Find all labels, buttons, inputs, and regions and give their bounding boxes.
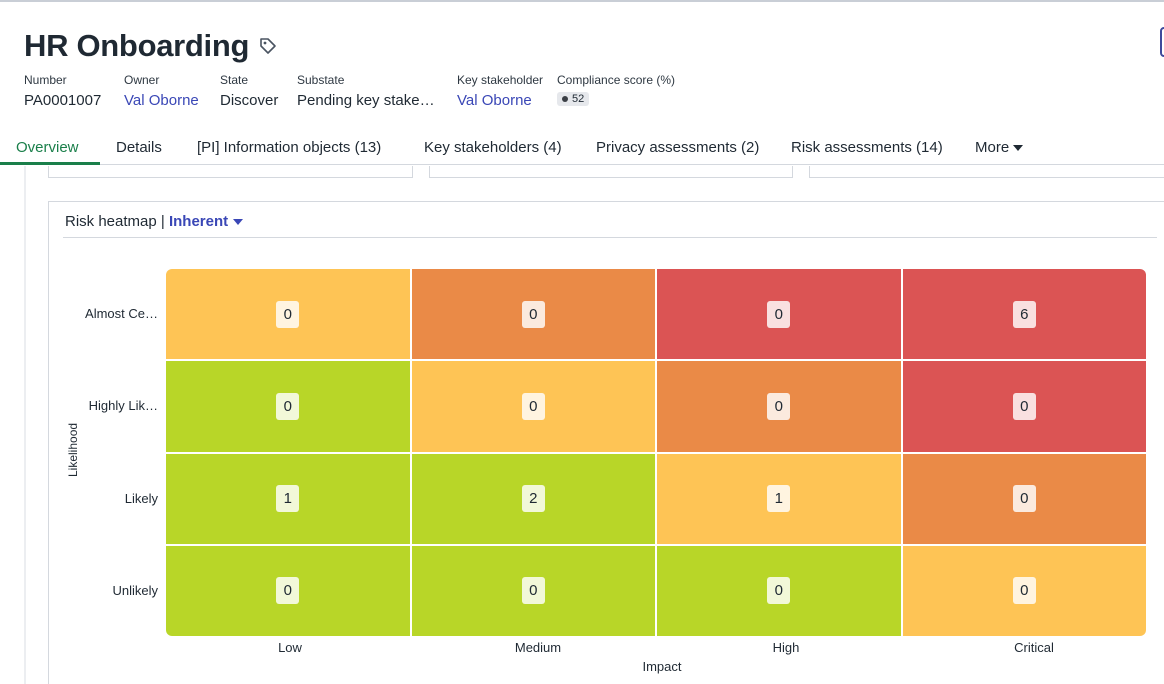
heatmap-cell[interactable]: 0 (657, 361, 901, 452)
field-label: Owner (124, 73, 160, 87)
field-label: Compliance score (%) (557, 73, 676, 87)
field-value: Discover (220, 92, 279, 109)
title-row: HR Onboarding (24, 28, 277, 64)
score-dot-icon (562, 96, 568, 102)
y-tick-label: Unlikely (112, 582, 158, 598)
tab-more[interactable]: More (975, 139, 1024, 156)
heatmap-cell[interactable]: 0 (902, 545, 1146, 636)
tab-overview[interactable]: Overview (16, 139, 79, 156)
header-action-button[interactable] (1160, 27, 1164, 57)
summary-card-stub (809, 166, 1164, 178)
cell-count-label: 0 (276, 392, 300, 420)
cell-count-label: 0 (767, 300, 791, 328)
heatmap-cell[interactable]: 1 (657, 453, 901, 544)
heatmap-cell[interactable]: 0 (166, 269, 410, 360)
field-compliance-score: Compliance score (%) 52 (557, 73, 675, 107)
field-label: Substate (297, 73, 345, 87)
field-value: PA0001007 (24, 92, 102, 109)
card-divider (63, 237, 1157, 238)
page-title: HR Onboarding (24, 28, 250, 63)
y-tick-label: Highly Lik… (88, 398, 158, 414)
field-state: State Discover (220, 73, 278, 109)
tab-label: Privacy assessments (2) (596, 139, 760, 156)
field-label: State (220, 73, 249, 87)
heatmap-cell[interactable]: 1 (166, 453, 410, 544)
y-tick-label: Almost Ce… (85, 306, 158, 322)
cell-count-label: 0 (1012, 392, 1036, 420)
heatmap-cell[interactable]: 0 (411, 269, 655, 360)
tab-label: Details (116, 139, 162, 156)
heatmap-cell[interactable]: 0 (166, 545, 410, 636)
tab-privacy-assessments[interactable]: Privacy assessments (2) (596, 139, 759, 156)
tab-key-stakeholders[interactable]: Key stakeholders (4) (424, 139, 562, 156)
card-title: Risk heatmap (65, 213, 157, 230)
heatmap-grid: 0 0 0 6 0 0 0 0 1 2 1 0 0 0 0 0 (166, 269, 1146, 636)
content-rail (24, 166, 26, 684)
compliance-score-value: 52 (572, 93, 585, 105)
top-border (0, 0, 1164, 2)
x-tick-label: Low (278, 640, 302, 655)
y-axis-label: Likelihood (66, 422, 80, 477)
x-axis-label: Impact (642, 659, 682, 674)
chevron-down-icon (1013, 145, 1024, 152)
heatmap-cell[interactable]: 2 (411, 453, 655, 544)
cell-count-label: 1 (767, 485, 791, 513)
heatmap-cell[interactable]: 0 (902, 453, 1146, 544)
tab-label: Overview (16, 139, 79, 156)
view-dropdown-label: Inherent (168, 213, 229, 230)
field-label: Number (24, 73, 67, 87)
tab-label: Key stakeholders (4) (424, 139, 562, 156)
heatmap-cell[interactable]: 0 (657, 269, 901, 360)
record-metadata: Number PA0001007 Owner Val Oborne State … (0, 73, 1164, 115)
owner-link[interactable]: Val Oborne (124, 92, 199, 109)
cell-count-label: 0 (1012, 577, 1036, 605)
y-tick-label: Likely (124, 490, 158, 506)
field-substate: Substate Pending key stake… (297, 73, 435, 109)
heatmap-cell[interactable]: 0 (166, 361, 410, 452)
cell-count-label: 0 (521, 300, 545, 328)
heatmap-cell[interactable]: 0 (411, 361, 655, 452)
key-stakeholder-link[interactable]: Val Oborne (457, 92, 532, 109)
tab-label: Risk assessments (14) (791, 139, 943, 156)
cell-count-label: 2 (521, 485, 545, 513)
field-number: Number PA0001007 (24, 73, 101, 109)
cell-count-label: 0 (767, 577, 791, 605)
caret-down-icon (233, 219, 244, 226)
cell-count-label: 0 (767, 392, 791, 420)
x-tick-label: Critical (1014, 640, 1054, 655)
cell-count-label: 0 (521, 392, 545, 420)
cell-count-label: 0 (1012, 485, 1036, 513)
field-owner: Owner Val Oborne (124, 73, 199, 109)
cell-count-label: 0 (276, 577, 300, 605)
heatmap-cell[interactable]: 6 (902, 269, 1146, 360)
heatmap-cell[interactable]: 0 (411, 545, 655, 636)
x-tick-label: Medium (514, 640, 562, 655)
cell-count-label: 0 (521, 577, 545, 605)
tag-icon[interactable] (259, 37, 277, 55)
cell-count-label: 1 (276, 485, 300, 513)
view-dropdown[interactable]: Inherent (168, 213, 244, 230)
cell-count-label: 6 (1012, 300, 1036, 328)
active-tab-indicator (0, 162, 100, 165)
heatmap-cell[interactable]: 0 (902, 361, 1146, 452)
cell-count-label: 0 (276, 300, 300, 328)
tab-bar: Overview Details [PI] Information object… (0, 130, 1164, 165)
field-key-stakeholder: Key stakeholder Val Oborne (457, 73, 543, 109)
tab-details[interactable]: Details (116, 139, 162, 156)
tab-risk-assessments[interactable]: Risk assessments (14) (791, 139, 943, 156)
heatmap-cell[interactable]: 0 (657, 545, 901, 636)
tab-information-objects[interactable]: [PI] Information objects (13) (197, 139, 381, 156)
compliance-score-badge: 52 (557, 92, 590, 106)
field-label: Key stakeholder (457, 73, 544, 87)
field-value: Pending key stake… (297, 92, 435, 109)
tab-label: More (975, 139, 1010, 156)
summary-card-stub (429, 166, 793, 178)
card-header: Risk heatmap | Inherent (65, 213, 244, 230)
summary-card-stub (48, 166, 413, 178)
x-tick-label: High (772, 640, 800, 655)
tab-label: [PI] Information objects (13) (197, 139, 382, 156)
title-separator: | (160, 213, 165, 230)
